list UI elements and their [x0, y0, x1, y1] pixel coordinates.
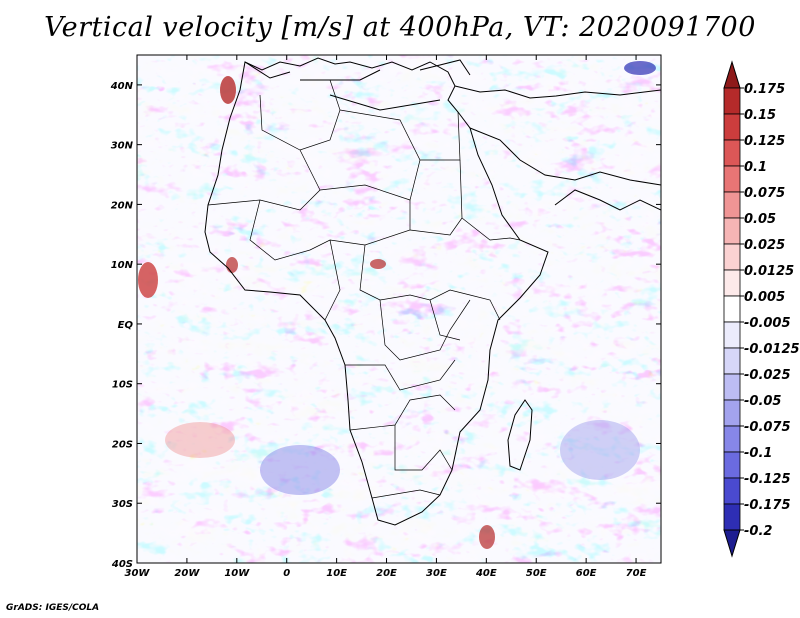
colorbar-swatch [723, 451, 741, 479]
colorbar-swatch [723, 113, 741, 141]
coastlines [204, 57, 661, 526]
colorbar-label: -0.125 [744, 472, 791, 487]
colorbar-label: -0.025 [744, 368, 791, 383]
colorbar-label: -0.005 [744, 316, 791, 331]
colorbar-swatch [723, 321, 741, 349]
lat-label: 10N [111, 260, 134, 271]
lat-label: 40N [110, 81, 134, 92]
colorbar-swatch [723, 87, 741, 115]
lon-label: 20E [376, 568, 397, 579]
colorbar-label: 0.1 [744, 160, 767, 175]
colorbar-label: 0.125 [744, 134, 785, 149]
axis-ticks [136, 55, 661, 564]
lon-label: 30E [426, 568, 447, 579]
latitude-axis: 40N 30N 20N 10N EQ 10S 20S 30S 40S [110, 81, 134, 570]
lon-label: 50E [526, 568, 547, 579]
colorbar-swatch [723, 399, 741, 427]
lon-label: 10W [224, 568, 250, 579]
lat-label: 30S [112, 499, 133, 510]
colorbar-min-arrow [723, 529, 741, 558]
colorbar-swatch [723, 217, 741, 245]
lat-label: 10S [112, 380, 133, 391]
velocity-field [137, 55, 661, 563]
country-borders [207, 79, 521, 499]
lon-label: 10E [326, 568, 347, 579]
lat-label: 20S [112, 439, 133, 450]
lon-label: 0 [283, 568, 290, 579]
lon-label: 20W [174, 568, 200, 579]
colorbar-swatch [723, 477, 741, 505]
colorbar-swatch [723, 503, 741, 531]
colorbar-label: -0.075 [744, 420, 791, 435]
colorbar-swatch [723, 243, 741, 271]
lat-label: 30N [111, 141, 134, 152]
colorbar-max-arrow [723, 60, 741, 89]
longitude-axis: 30W 20W 10W 0 10E 20E 30E 40E 50E 60E 70E [125, 568, 647, 579]
colorbar-label: 0.005 [744, 290, 785, 305]
map-title: Vertical velocity [m/s] at 400hPa, VT: 2… [44, 12, 756, 43]
colorbar-swatch [723, 373, 741, 401]
lat-label: EQ [118, 320, 134, 331]
lon-label: 40E [475, 568, 497, 579]
colorbar-label: -0.05 [744, 394, 781, 409]
colorbar: 0.175 0.15 0.125 0.1 0.075 0.05 0.025 0.0125 0.0… [723, 60, 800, 558]
colorbar-label: -0.175 [744, 498, 791, 513]
colorbar-label: 0.075 [744, 186, 785, 201]
colorbar-label: 0.175 [744, 82, 785, 97]
lon-label: 30W [125, 568, 151, 579]
colorbar-swatch [723, 347, 741, 375]
plot-frame [136, 54, 662, 564]
colorbar-swatch [723, 191, 741, 219]
lat-label: 40S [111, 559, 133, 570]
colorbar-label: 0.15 [744, 108, 776, 123]
colorbar-label: 0.05 [744, 212, 776, 227]
colorbar-label: -0.2 [744, 524, 772, 539]
colorbar-swatch [723, 139, 741, 167]
colorbar-swatch [723, 165, 741, 193]
colorbar-label: 0.025 [744, 238, 785, 253]
grads-credit: GrADS: IGES/COLA [6, 603, 100, 613]
lon-label: 60E [576, 568, 597, 579]
colorbar-swatch [723, 425, 741, 453]
colorbar-label: 0.0125 [744, 264, 794, 279]
colorbar-swatch [723, 295, 741, 323]
colorbar-label: -0.0125 [744, 342, 800, 357]
colorbar-label: -0.1 [744, 446, 772, 461]
lon-label: 70E [626, 568, 647, 579]
lat-label: 20N [111, 200, 134, 211]
colorbar-swatch [723, 269, 741, 297]
